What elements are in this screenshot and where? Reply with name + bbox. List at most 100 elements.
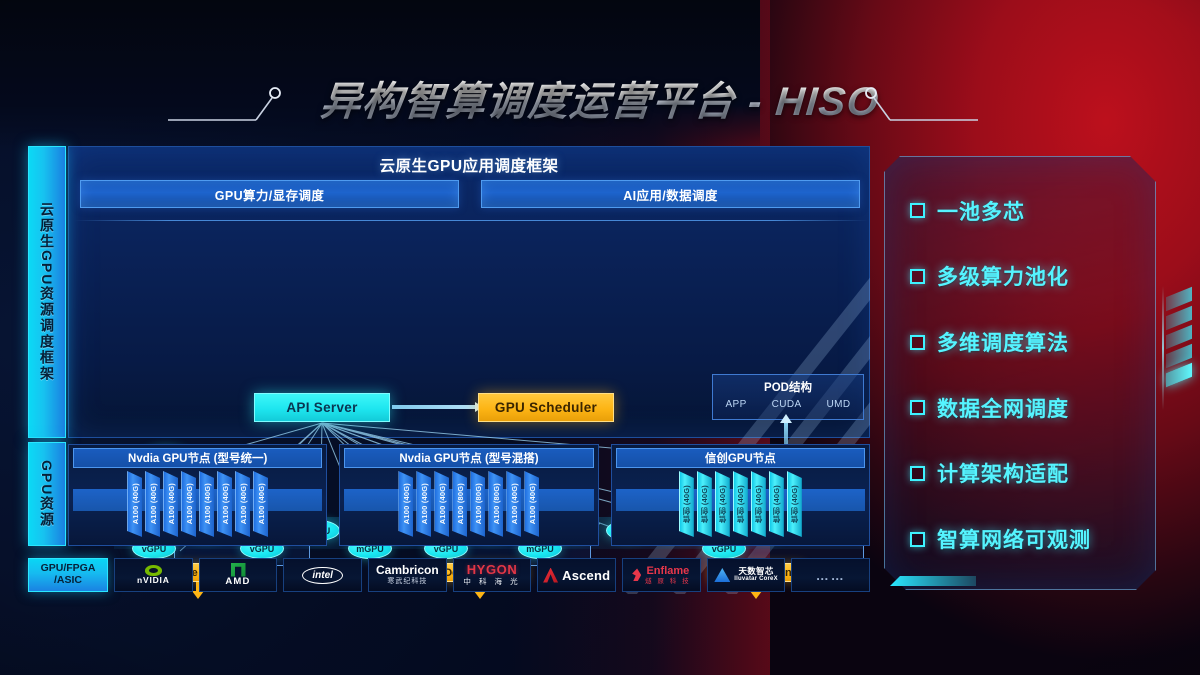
scheduling-bar-gpu[interactable]: GPU算力/显存调度 bbox=[80, 180, 459, 208]
gpu-card[interactable]: A100 (40G) bbox=[127, 471, 142, 537]
gpu-card-label: 信创 (40G) bbox=[718, 485, 728, 523]
vendor-cambricon-label: Cambricon bbox=[376, 563, 439, 578]
vendor-amd-label: AMD bbox=[225, 575, 251, 587]
checkbox-square-icon bbox=[910, 334, 925, 350]
api-server-box[interactable]: API Server bbox=[254, 393, 390, 422]
pod-structure-layers: APP CUDA UMD bbox=[713, 399, 863, 410]
feature-item-3[interactable]: 多维调度算法 bbox=[910, 327, 1146, 357]
gpu-card-label: A100 (40G) bbox=[238, 483, 248, 525]
pod-layer-cuda: CUDA bbox=[771, 399, 802, 410]
gpu-card-label: A100 (40G) bbox=[220, 483, 230, 525]
feature-label: 智算网络可观测 bbox=[937, 529, 1091, 553]
vendor-enflame-label: Enflame bbox=[646, 564, 690, 577]
gpu-card[interactable]: A100 (40G) bbox=[217, 471, 232, 537]
side-label-framework-text: 云原生GPU资源调度框架 bbox=[39, 201, 55, 383]
scheduling-bar-ai[interactable]: AI应用/数据调度 bbox=[481, 180, 860, 208]
right-edge-rail bbox=[1162, 286, 1164, 410]
gpu-card[interactable]: A100 (40G) bbox=[524, 471, 539, 537]
vendor-more-label: …… bbox=[815, 567, 846, 583]
gpu-card[interactable]: 信创 (40G) bbox=[751, 471, 766, 537]
pod-layer-app: APP bbox=[725, 399, 747, 410]
gpu-card-label: A100 (40G) bbox=[184, 483, 194, 525]
gpu-node-group-title: Nvdia GPU节点 (型号混搭) bbox=[344, 448, 594, 468]
gpu-card[interactable]: 信创 (40G) bbox=[715, 471, 730, 537]
gpu-card-label: A100 (40G) bbox=[527, 483, 537, 525]
gpu-card[interactable]: A100 (40G) bbox=[199, 471, 214, 537]
feature-item-5[interactable]: 计算架构适配 bbox=[910, 458, 1146, 488]
feature-list: 一池多芯 多级算力池化 多维调度算法 数据全网调度 计算架构适配 智算网络可观测 bbox=[910, 178, 1146, 572]
gpu-node-group-title: 信创GPU节点 bbox=[615, 448, 865, 468]
gpu-card[interactable]: A100 (80G) bbox=[470, 471, 485, 537]
gpu-node-group-xinchuang: 信创GPU节点 信创 (40G) 信创 (40G) 信创 (40G) 信创 (4… bbox=[610, 444, 870, 546]
vendor-amd[interactable]: AMD bbox=[198, 558, 278, 592]
gpu-card-list: 信创 (40G) 信创 (40G) 信创 (40G) 信创 (40G) 信创 (… bbox=[612, 471, 869, 545]
vendor-cambricon[interactable]: Cambricon 寒武纪科技 bbox=[368, 558, 447, 592]
vendor-ascend[interactable]: Ascend bbox=[537, 558, 617, 592]
vendor-hygon-label: HYGON bbox=[466, 562, 518, 578]
gpu-card[interactable]: 信创 (40G) bbox=[733, 471, 748, 537]
vendor-intel[interactable]: intel bbox=[283, 558, 363, 592]
gpu-card-label: A100 (40G) bbox=[202, 483, 212, 525]
gpu-card-label: A100 (40G) bbox=[509, 483, 519, 525]
scheduling-bars: GPU算力/显存调度 AI应用/数据调度 bbox=[80, 180, 860, 208]
gpu-card-label: 信创 (40G) bbox=[754, 485, 764, 523]
vendor-hygon[interactable]: HYGON 中 科 海 光 bbox=[452, 558, 532, 592]
gpu-card[interactable]: A100 (40G) bbox=[181, 471, 196, 537]
gpu-scheduler-box[interactable]: GPU Scheduler bbox=[478, 393, 614, 422]
checkbox-square-icon bbox=[910, 531, 925, 547]
slide-header: 异构智算调度运营平台 - HISO bbox=[0, 62, 1200, 134]
hardware-category-label: GPU/FPGA /ASIC bbox=[28, 558, 108, 592]
feature-item-2[interactable]: 多级算力池化 bbox=[910, 261, 1146, 291]
gpu-card-label: A100 (40G) bbox=[130, 483, 140, 525]
gpu-card-label: A100 (80G) bbox=[473, 483, 483, 525]
gpu-card-label: A100 (40G) bbox=[256, 483, 266, 525]
gpu-card[interactable]: A100 (40G) bbox=[163, 471, 178, 537]
gpu-card-label: 信创 (40G) bbox=[682, 485, 692, 523]
vendor-enflame-sublabel: 燧 原 科 技 bbox=[645, 577, 691, 585]
feature-label: 计算架构适配 bbox=[937, 463, 1069, 487]
gpu-card-list: A100 (40G) A100 (40G) A100 (40G) A100 (4… bbox=[69, 471, 326, 545]
feature-label: 多级算力池化 bbox=[937, 266, 1069, 290]
amd-logo-icon bbox=[230, 562, 246, 577]
feature-item-1[interactable]: 一池多芯 bbox=[910, 196, 1146, 226]
gpu-card[interactable]: 信创 (40G) bbox=[769, 471, 784, 537]
gpu-card[interactable]: 信创 (40G) bbox=[679, 471, 694, 537]
pod-structure-title: POD结构 bbox=[764, 382, 812, 394]
pod-layer-umd: UMD bbox=[826, 399, 851, 410]
checkbox-square-icon bbox=[910, 400, 925, 416]
nvidia-logo-icon bbox=[144, 564, 162, 576]
feature-item-6[interactable]: 智算网络可观测 bbox=[910, 524, 1146, 554]
gpu-card[interactable]: A100 (40G) bbox=[434, 471, 449, 537]
vendor-more[interactable]: …… bbox=[791, 558, 871, 592]
gpu-card[interactable]: A100 (40G) bbox=[416, 471, 431, 537]
gpu-card[interactable]: A100 (40G) bbox=[253, 471, 268, 537]
gpu-card[interactable]: A100 (40G) bbox=[145, 471, 160, 537]
gpu-node-group-title: Nvdia GPU节点 (型号统一) bbox=[73, 448, 323, 468]
iluvatar-logo-icon bbox=[714, 568, 731, 582]
vendor-enflame[interactable]: Enflame 燧 原 科 技 bbox=[622, 558, 701, 592]
ascend-logo-icon bbox=[543, 567, 559, 583]
side-label-gpu-resource: GPU资源 bbox=[28, 442, 66, 546]
vendor-cambricon-sublabel: 寒武纪科技 bbox=[387, 577, 428, 585]
gpu-card[interactable]: A100 (80G) bbox=[452, 471, 467, 537]
gpu-card[interactable]: A100 (40G) bbox=[506, 471, 521, 537]
gpu-card[interactable]: A100 (80G) bbox=[488, 471, 503, 537]
vendor-hygon-sublabel: 中 科 海 光 bbox=[463, 577, 521, 587]
feature-item-4[interactable]: 数据全网调度 bbox=[910, 393, 1146, 423]
gpu-card[interactable]: 信创 (40G) bbox=[697, 471, 712, 537]
gpu-card[interactable]: A100 (40G) bbox=[235, 471, 250, 537]
vendor-intel-label: intel bbox=[302, 566, 343, 584]
page-title: 异构智算调度运营平台 - HISO bbox=[318, 69, 882, 127]
vendor-row: GPU/FPGA /ASIC nVIDIA AMD intel Cambrico… bbox=[28, 558, 871, 592]
gpu-card[interactable]: A100 (40G) bbox=[398, 471, 413, 537]
title-flourish-left-icon bbox=[168, 87, 281, 121]
gpu-card-label: A100 (40G) bbox=[166, 483, 176, 525]
vendor-nvidia[interactable]: nVIDIA bbox=[114, 558, 193, 592]
vendor-iluvatar[interactable]: 天数智芯 Iluvatar CoreX bbox=[706, 558, 786, 592]
gpu-card-label: A100 (80G) bbox=[455, 483, 465, 525]
gpu-card-label: A100 (40G) bbox=[401, 483, 411, 525]
gpu-resource-row: Nvdia GPU节点 (型号统一) A100 (40G) A100 (40G)… bbox=[68, 444, 870, 546]
enflame-logo-icon bbox=[632, 568, 642, 582]
gpu-card-list: A100 (40G) A100 (40G) A100 (40G) A100 (8… bbox=[340, 471, 597, 545]
gpu-card[interactable]: 信创 (40G) bbox=[787, 471, 802, 537]
